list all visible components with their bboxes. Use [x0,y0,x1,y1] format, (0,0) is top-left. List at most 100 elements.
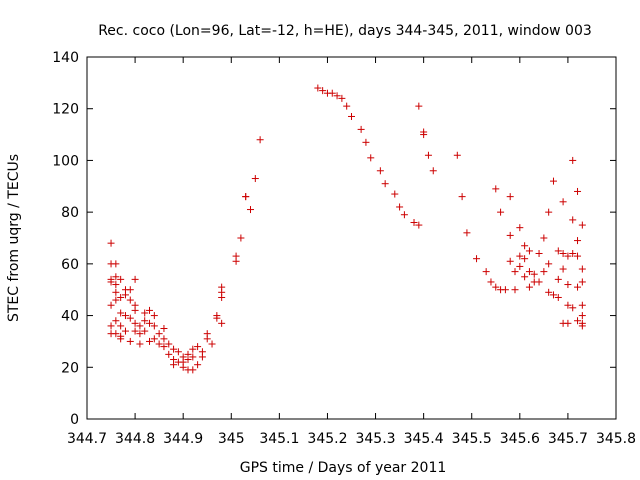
data-point [540,268,548,276]
data-point [141,317,149,325]
x-tick-label: 345.8 [596,431,636,447]
y-tick-label: 100 [52,153,79,169]
data-point [554,293,562,301]
data-point [160,335,168,343]
data-point [121,291,129,299]
data-point [554,247,562,255]
data-point [492,185,500,193]
data-point [179,363,187,371]
data-point [146,319,154,327]
data-point [198,353,206,361]
data-point [458,193,466,201]
data-point [126,286,134,294]
data-point [453,151,461,159]
data-point [569,304,577,312]
data-point [487,278,495,286]
data-point [242,193,250,201]
data-point [578,278,586,286]
data-point [564,281,572,289]
data-point [247,206,255,214]
data-point [516,252,524,260]
data-point [136,322,144,330]
data-point [117,335,125,343]
data-point [569,216,577,224]
data-point [107,322,115,330]
x-tick-label: 344.9 [163,431,203,447]
data-point [516,262,524,270]
data-point [170,361,178,369]
data-point [314,84,322,92]
data-point [150,312,158,320]
data-point [170,345,178,353]
data-point [218,293,226,301]
data-point [203,330,211,338]
data-point [155,340,163,348]
data-point [473,255,481,263]
data-point [184,356,192,364]
data-point [578,312,586,320]
data-point [578,265,586,273]
x-tick-label: 345.7 [548,431,588,447]
data-point [492,283,500,291]
data-point [410,218,418,226]
data-point [574,252,582,260]
x-axis-label: GPS time / Days of year 2011 [240,460,447,476]
x-tick-label: 344.8 [115,431,155,447]
data-point [112,330,120,338]
data-point [574,237,582,245]
data-point [194,343,202,351]
data-point [131,306,139,314]
data-point [136,340,144,348]
data-point [150,335,158,343]
data-point [112,296,120,304]
data-point [516,224,524,232]
data-point [506,231,514,239]
data-point [381,180,389,188]
data-point [559,265,567,273]
data-point [218,319,226,327]
data-point [126,337,134,345]
y-tick-label: 140 [52,50,79,66]
data-point [165,340,173,348]
data-point [545,208,553,216]
data-point [150,322,158,330]
y-tick-label: 80 [61,205,79,221]
data-point [506,193,514,201]
data-point [521,242,529,250]
data-point [501,286,509,294]
data-point [146,337,154,345]
data-point [208,340,216,348]
data-point [525,283,533,291]
data-point [141,309,149,317]
data-point [112,317,120,325]
data-point [121,312,129,320]
data-point [237,234,245,242]
data-point [160,325,168,332]
x-tick-label: 345.6 [500,431,540,447]
data-point [521,255,529,263]
data-point [429,167,437,175]
data-point [141,327,149,335]
data-point [131,275,139,283]
data-point [574,187,582,195]
data-point [126,296,134,304]
x-tick-label: 345.5 [452,431,492,447]
data-point [362,138,370,146]
data-point [107,301,115,309]
data-point [357,125,365,133]
data-point [189,345,197,353]
y-tick-label: 120 [52,102,79,118]
data-point [155,330,163,338]
data-point [348,112,355,120]
data-point [126,314,134,322]
data-point [232,257,240,265]
data-point [131,319,139,327]
y-tick-label: 20 [61,360,79,376]
x-axis: 344.7 344.8 344.9 345 345.1 345.2 345.3 345.4 34… [67,57,636,447]
data-point [117,309,125,317]
data-point [564,301,572,309]
data-point [578,322,586,330]
plot-frame [86,56,617,420]
data-point [511,268,519,276]
